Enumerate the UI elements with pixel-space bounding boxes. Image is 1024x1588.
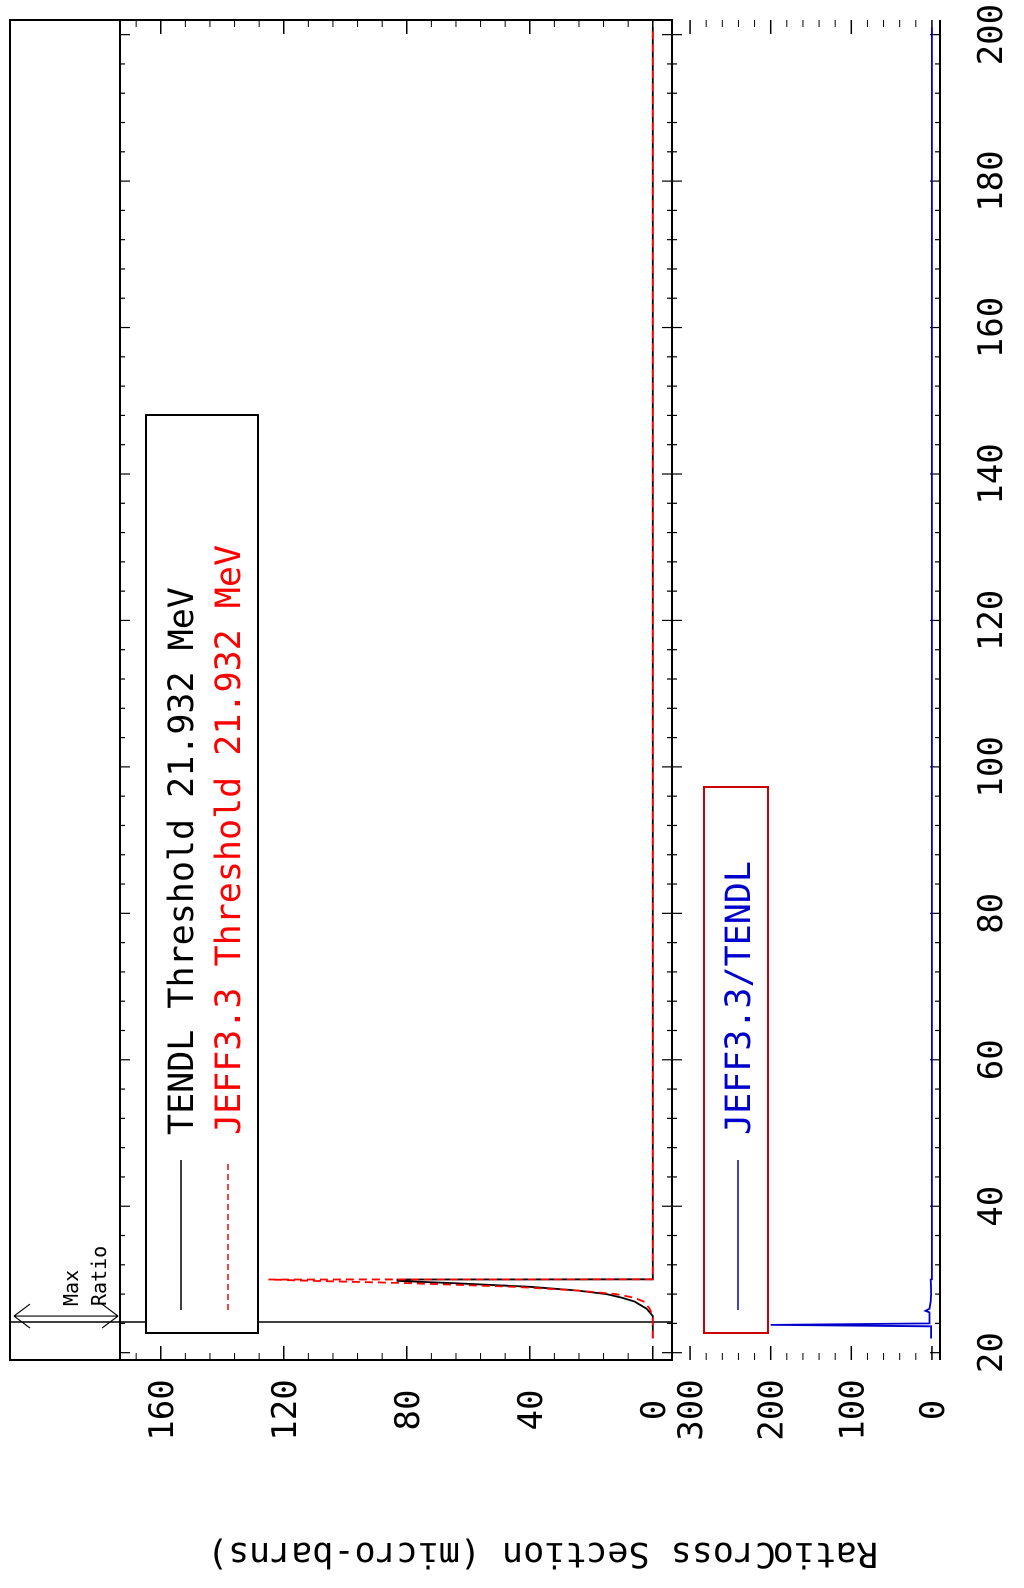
max-ratio-marker: Max Ratio: [13, 1246, 119, 1361]
y-tick-label: 100: [832, 1379, 872, 1440]
max-label: Max: [59, 1270, 83, 1306]
y-tick-label: 0: [913, 1400, 953, 1420]
x-tick-label: 60: [971, 1039, 1011, 1080]
legend-label-jeff: JEFF3.3 Threshold 21.932 MeV: [209, 545, 249, 1135]
legend-box: [703, 786, 769, 1334]
x-tick-label: 20: [971, 1332, 1011, 1373]
legend-label-ratio: JEFF3.3/TENDL: [719, 861, 759, 1135]
legend-label-tendl: TENDL Threshold 21.932 MeV: [162, 587, 202, 1135]
ticks-layer: 20 40 60 80 100 120 140 160 180 200 0 40 80 120 160 0 10…: [119, 4, 1011, 1441]
x-tick-label: 180: [971, 150, 1011, 211]
series-line-tendl: [396, 27, 654, 1339]
y-tick-label: 0: [634, 1400, 674, 1420]
x-tick-label: 100: [971, 736, 1011, 797]
x-tick-label: 80: [971, 893, 1011, 934]
x-tick-label: 160: [971, 297, 1011, 358]
series-line-ratio: [770, 27, 933, 1339]
max-ratio-arrow-heads: [13, 1303, 119, 1329]
y-tick-label: 40: [511, 1390, 551, 1431]
legend-box: [145, 414, 259, 1334]
y-axis-title-cross-section: Cross Section (micro-barns): [207, 1534, 776, 1574]
y-tick-label: 300: [671, 1379, 711, 1440]
series-line-jeff33: [268, 27, 654, 1339]
y-tick-label: 200: [752, 1379, 792, 1440]
y-tick-label: 80: [388, 1390, 428, 1431]
ratio-label: Ratio: [87, 1246, 111, 1306]
x-tick-label: 120: [971, 590, 1011, 651]
legend-ratio: JEFF3.3/TENDL: [703, 786, 769, 1334]
plot-frame: [9, 19, 673, 1361]
y-axis-title-ratio: Ratio: [773, 1534, 878, 1574]
series-layer: [268, 27, 933, 1339]
x-tick-label: 140: [971, 443, 1011, 504]
x-tick-label: 200: [971, 4, 1011, 65]
x-tick-label: 40: [971, 1186, 1011, 1227]
y-tick-label: 120: [265, 1379, 305, 1440]
legend-cross-section: TENDL Threshold 21.932 MeV JEFF3.3 Thres…: [145, 414, 259, 1334]
y-tick-label: 160: [142, 1379, 182, 1440]
